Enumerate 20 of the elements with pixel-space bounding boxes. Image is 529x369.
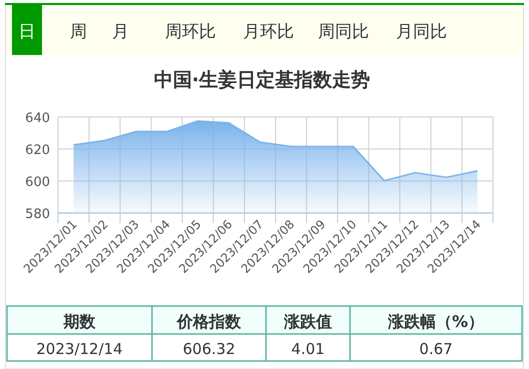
text: 606.32 xyxy=(182,340,236,358)
text: 期数 xyxy=(62,312,96,331)
y-tick-label: 640 xyxy=(25,111,50,126)
text: 0.67 xyxy=(419,340,453,358)
y-tick-label: 620 xyxy=(25,143,50,158)
text: 周同比 xyxy=(318,22,369,42)
y-tick-label: 600 xyxy=(25,175,50,190)
y-tick-label: 580 xyxy=(25,207,50,222)
text: 月同比 xyxy=(396,22,447,42)
text: 涨跌幅（%） xyxy=(386,312,484,331)
text: 周环比 xyxy=(165,22,216,42)
chart-title: 中国·生姜日定基指数走势 xyxy=(154,69,370,91)
text: 4.01 xyxy=(291,340,325,358)
text: 月 xyxy=(112,22,129,42)
text: 2023/12/14 xyxy=(36,340,123,358)
text: 月环比 xyxy=(243,22,294,42)
text: 周 xyxy=(70,22,87,42)
text: 日 xyxy=(18,22,36,42)
text: 涨跌值 xyxy=(283,312,332,331)
text: 价格指数 xyxy=(176,312,242,331)
